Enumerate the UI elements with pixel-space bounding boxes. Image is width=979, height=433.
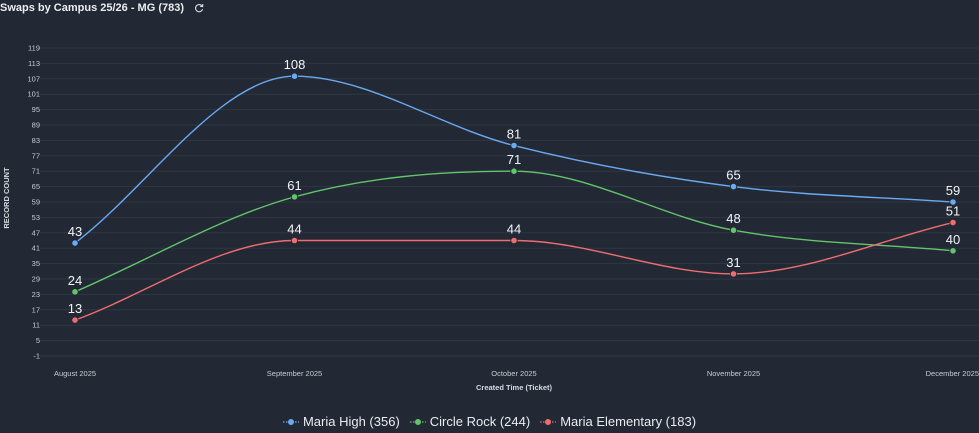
legend-label: Maria Elementary (183) [560, 414, 697, 429]
y-axis-ticks: -1 5 11 17 23 29 35 41 47 53 59 65 71 77 83 89 95 101 107 1… [27, 44, 40, 361]
legend-marker-icon [282, 418, 299, 425]
y-tick-label: 101 [27, 90, 40, 99]
y-tick-label: 119 [28, 44, 40, 53]
data-labels: 43 108 81 65 59 24 61 71 48 40 13 44 44 31 51 [68, 57, 960, 316]
x-axis-title: Created Time (Ticket) [476, 383, 553, 392]
y-tick-label: 29 [32, 275, 40, 284]
data-point-maria-elementary[interactable] [510, 236, 518, 245]
data-point-maria-high[interactable] [510, 141, 518, 150]
y-tick-label: 35 [32, 259, 40, 268]
data-label-maria-elementary: 51 [946, 204, 960, 219]
legend-marker-icon [409, 418, 426, 425]
legend-label: Circle Rock (244) [429, 414, 531, 429]
data-point-circle-rock[interactable] [949, 247, 957, 255]
data-label-maria-high: 59 [946, 183, 960, 198]
y-tick-label: 89 [32, 121, 40, 130]
chart-title: Swaps by Campus 25/26 - MG (783) [0, 2, 185, 14]
data-point-maria-elementary[interactable] [729, 270, 738, 278]
data-points [71, 72, 957, 324]
data-label-maria-elementary: 44 [507, 222, 521, 237]
y-axis-title: RECORD COUNT [2, 167, 11, 229]
y-tick-label: 11 [32, 321, 40, 330]
y-tick-label: 47 [32, 228, 40, 237]
series-lines [74, 75, 954, 321]
legend-marker-icon [540, 418, 557, 425]
legend-label: Maria High (356) [302, 414, 400, 429]
data-point-circle-rock[interactable] [729, 226, 738, 234]
data-label-circle-rock: 48 [726, 211, 740, 226]
data-label-circle-rock: 61 [287, 178, 301, 193]
legend-item-maria-high[interactable]: Maria High (356) [282, 414, 400, 429]
series-line-maria-high [74, 75, 954, 244]
y-tick-label: 95 [32, 105, 40, 114]
data-point-maria-elementary[interactable] [71, 316, 79, 324]
data-label-circle-rock: 71 [507, 152, 521, 167]
data-label-maria-high: 43 [68, 224, 82, 239]
chart-header: Swaps by Campus 25/26 - MG (783) [0, 0, 206, 16]
data-label-maria-high: 81 [507, 127, 521, 142]
x-tick-label: October 2025 [491, 369, 536, 378]
x-tick-label: August 2025 [54, 369, 96, 378]
y-tick-label: 77 [32, 151, 40, 160]
y-tick-label: 5 [36, 336, 40, 345]
data-point-maria-elementary[interactable] [949, 218, 957, 227]
data-point-circle-rock[interactable] [71, 288, 79, 296]
data-point-maria-high[interactable] [949, 198, 957, 206]
x-tick-label: September 2025 [267, 369, 322, 378]
data-point-maria-high[interactable] [729, 183, 738, 191]
data-label-circle-rock: 24 [68, 273, 82, 288]
y-tick-label: 83 [32, 136, 40, 145]
data-point-maria-high[interactable] [290, 72, 299, 80]
grid-lines [40, 47, 979, 357]
x-tick-label: December 2025 [926, 369, 979, 378]
x-axis-ticks: August 2025 September 2025 October 2025 Nov… [54, 369, 979, 378]
data-label-maria-high: 65 [726, 168, 740, 183]
y-tick-label: 107 [27, 74, 40, 83]
data-label-maria-elementary: 44 [287, 222, 301, 237]
data-point-maria-elementary[interactable] [290, 236, 299, 245]
y-tick-label: 17 [32, 305, 40, 314]
refresh-icon[interactable] [192, 1, 206, 15]
data-point-circle-rock[interactable] [290, 193, 299, 201]
y-tick-label: 41 [32, 244, 40, 253]
data-point-maria-high[interactable] [71, 239, 79, 247]
legend-item-circle-rock[interactable]: Circle Rock (244) [409, 414, 531, 429]
y-tick-label: 113 [28, 59, 40, 68]
y-tick-label: 23 [32, 290, 40, 299]
data-label-maria-elementary: 13 [68, 301, 82, 316]
y-tick-label: 53 [32, 213, 40, 222]
data-label-circle-rock: 40 [946, 232, 960, 247]
legend-item-maria-elementary[interactable]: Maria Elementary (183) [540, 414, 696, 429]
data-label-maria-elementary: 31 [726, 255, 740, 270]
y-tick-label: 65 [32, 182, 40, 191]
data-label-maria-high: 108 [284, 57, 306, 72]
y-tick-label: 59 [32, 198, 40, 207]
data-point-circle-rock[interactable] [510, 167, 518, 175]
y-tick-label: 71 [32, 167, 40, 176]
y-tick-label: -1 [33, 352, 40, 361]
chart-legend: Maria High (356) Circle Rock (244) Maria E… [0, 414, 979, 429]
x-tick-label: November 2025 [707, 369, 760, 378]
